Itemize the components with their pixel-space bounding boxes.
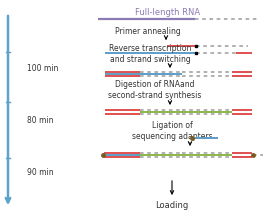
Text: Primer annealing: Primer annealing [115,26,181,35]
Text: 90 min: 90 min [27,167,54,176]
Text: Digestion of RNAand
second-strand synthesis: Digestion of RNAand second-strand synthe… [108,80,202,100]
Text: Reverse transcription
and strand switching: Reverse transcription and strand switchi… [109,44,191,64]
Text: 100 min: 100 min [27,64,58,73]
Text: Loading: Loading [155,200,189,209]
Text: Ligation of
sequencing adapters: Ligation of sequencing adapters [132,121,212,141]
Text: 80 min: 80 min [27,116,54,125]
Text: Full-length RNA: Full-length RNA [135,7,201,16]
